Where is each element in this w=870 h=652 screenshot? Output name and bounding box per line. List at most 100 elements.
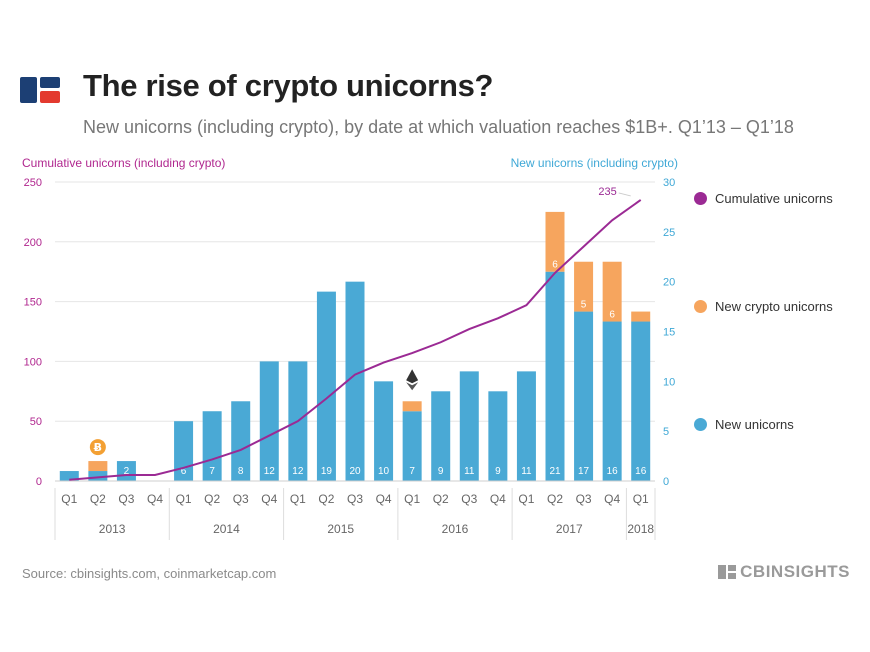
left-tick-label: 250 <box>24 177 42 189</box>
cb-logo-icon <box>20 77 60 103</box>
bar-new-unicorns <box>345 281 365 481</box>
bar-new-label: 17 <box>578 466 590 477</box>
bar-new-label: 7 <box>409 466 415 477</box>
bar-new-label: 7 <box>209 466 215 477</box>
x-tick-label: Q4 <box>376 492 392 506</box>
x-tick-label: Q2 <box>204 492 220 506</box>
brand-wordmark: CBINSIGHTS <box>740 562 850 581</box>
bar-crypto-label: 5 <box>581 300 587 311</box>
bar-crypto-unicorns <box>574 261 594 312</box>
legend-swatch-cumulative <box>694 192 707 206</box>
bar-new-label: 9 <box>438 466 444 477</box>
cumulative-end-leader <box>618 192 631 197</box>
bar-new-unicorns <box>574 311 594 481</box>
x-tick-label: Q1 <box>290 492 306 506</box>
bar-new-unicorns <box>374 381 394 481</box>
cumulative-line <box>69 199 642 481</box>
left-tick-label: 150 <box>24 297 42 309</box>
bar-crypto-unicorns <box>545 211 565 272</box>
x-tick-label: Q1 <box>518 492 534 506</box>
left-tick-label: 0 <box>36 476 42 488</box>
x-tick-label: Q3 <box>233 492 249 506</box>
year-label: 2017 <box>556 522 583 536</box>
bar-new-unicorns <box>602 321 622 481</box>
bar-new-label: 20 <box>349 466 361 477</box>
x-tick-label: Q2 <box>318 492 334 506</box>
right-tick-label: 25 <box>663 227 675 239</box>
bar-new-label: 2 <box>124 466 130 477</box>
right-tick-label: 15 <box>663 327 675 339</box>
x-tick-label: Q4 <box>261 492 277 506</box>
x-tick-label: Q1 <box>633 492 649 506</box>
right-axis-label: New unicorns (including crypto) <box>510 156 678 170</box>
bar-new-unicorns <box>231 401 251 481</box>
bar-new-label: 6 <box>181 466 187 477</box>
legend-item-new: New unicorns <box>694 416 794 432</box>
year-label: 2014 <box>213 522 240 536</box>
bar-new-unicorns <box>431 391 451 481</box>
cbinsights-mark-icon <box>718 565 736 579</box>
bar-new-unicorns <box>59 471 79 481</box>
bar-crypto-unicorns <box>631 311 651 322</box>
x-tick-label: Q3 <box>576 492 592 506</box>
right-tick-label: 30 <box>663 177 675 189</box>
bar-new-unicorns <box>88 471 108 481</box>
x-tick-label: Q1 <box>176 492 192 506</box>
bar-crypto-label: 6 <box>552 260 558 271</box>
bar-new-label: 12 <box>264 466 276 477</box>
x-tick-label: Q3 <box>118 492 134 506</box>
legend-swatch-new <box>694 418 707 432</box>
bar-new-unicorns <box>316 291 336 481</box>
bar-new-unicorns <box>459 371 479 481</box>
legend-label-crypto: New crypto unicorns <box>715 299 833 315</box>
x-tick-label: Q1 <box>404 492 420 506</box>
bar-crypto-unicorns <box>602 261 622 322</box>
left-tick-label: 100 <box>24 356 42 368</box>
bar-crypto-unicorns <box>402 401 422 412</box>
ether-icon-base <box>406 382 419 391</box>
bar-new-unicorns <box>402 411 422 481</box>
bar-crypto-unicorns <box>88 461 108 472</box>
bar-crypto-label: 6 <box>609 310 615 321</box>
page-subtitle: New unicorns (including crypto), by date… <box>83 117 794 137</box>
cumulative-end-label: 235 <box>598 186 616 198</box>
year-label: 2018 <box>627 522 654 536</box>
right-tick-label: 10 <box>663 376 675 388</box>
bar-new-unicorns <box>516 371 536 481</box>
x-tick-label: Q2 <box>90 492 106 506</box>
year-label: 2015 <box>327 522 354 536</box>
bar-new-unicorns <box>202 411 222 481</box>
right-tick-label: 5 <box>663 426 669 438</box>
x-tick-label: Q1 <box>61 492 77 506</box>
bar-new-label: 19 <box>321 466 333 477</box>
legend-swatch-crypto <box>694 300 707 314</box>
bitcoin-icon-glyph: Ƀ <box>94 441 102 454</box>
x-tick-label: Q4 <box>147 492 163 506</box>
bar-new-unicorns <box>259 361 279 481</box>
left-tick-label: 200 <box>24 237 42 249</box>
bar-new-label: 11 <box>464 466 475 477</box>
source-note: Source: cbinsights.com, coinmarketcap.co… <box>22 566 277 581</box>
x-tick-label: Q4 <box>490 492 506 506</box>
x-tick-label: Q4 <box>604 492 620 506</box>
left-axis-label: Cumulative unicorns (including crypto) <box>22 156 226 170</box>
bar-new-label: 9 <box>495 466 501 477</box>
bar-new-label: 12 <box>292 466 304 477</box>
right-tick-label: 0 <box>663 476 669 488</box>
legend-item-cumulative: Cumulative unicorns <box>694 190 833 206</box>
right-tick-label: 20 <box>663 277 675 289</box>
year-label: 2016 <box>442 522 469 536</box>
year-label: 2013 <box>99 522 126 536</box>
x-tick-label: Q3 <box>347 492 363 506</box>
x-tick-label: Q2 <box>433 492 449 506</box>
bar-new-label: 10 <box>378 466 390 477</box>
legend-item-crypto: New crypto unicorns <box>694 298 833 314</box>
bar-new-label: 16 <box>607 466 619 477</box>
page-title: The rise of crypto unicorns? <box>83 68 494 103</box>
left-tick-label: 50 <box>30 416 42 428</box>
bar-new-label: 16 <box>635 466 647 477</box>
x-tick-label: Q2 <box>547 492 563 506</box>
legend-label-cumulative: Cumulative unicorns <box>715 191 833 207</box>
x-tick-label: Q3 <box>461 492 477 506</box>
